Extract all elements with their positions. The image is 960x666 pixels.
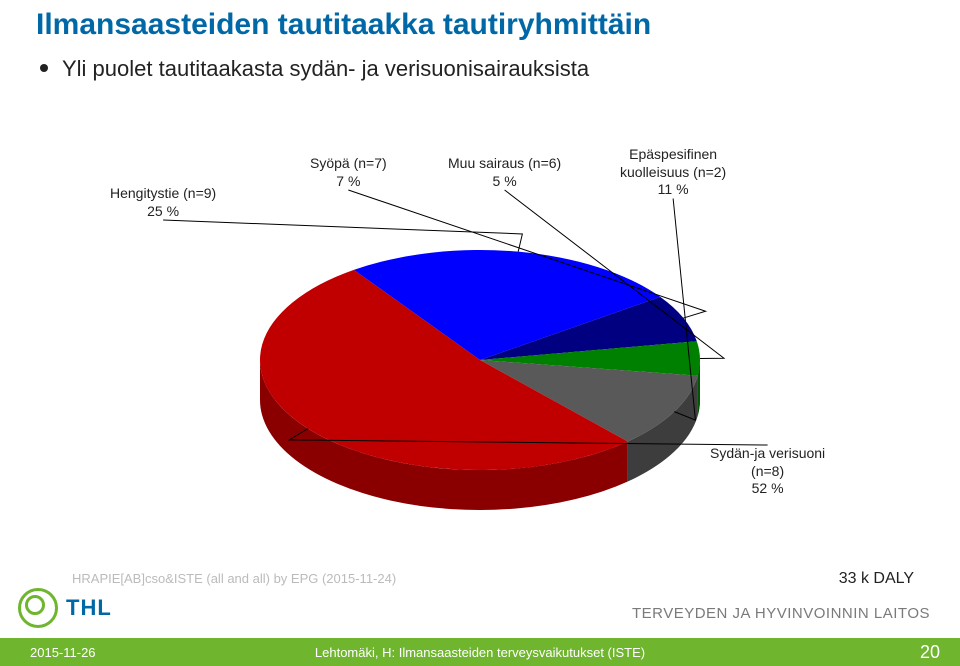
bullet-text: Yli puolet tautitaakasta sydän- ja veris…: [62, 56, 589, 81]
thl-logo-text: THL: [66, 595, 112, 621]
footer-bar: 2015-11-26 Lehtomäki, H: Ilmansaasteiden…: [0, 638, 960, 666]
daly-note: 33 k DALY: [839, 570, 914, 588]
pie-label-sydan: Sydän-ja verisuoni (n=8) 52 %: [710, 445, 825, 498]
pie-label-muu: Muu sairaus (n=6) 5 %: [448, 155, 561, 190]
footer-center: Lehtomäki, H: Ilmansaasteiden terveysvai…: [315, 645, 645, 660]
institution-text: TERVEYDEN JA HYVINVOINNIN LAITOS: [632, 605, 930, 622]
footer-date: 2015-11-26: [30, 645, 96, 660]
source-note: HRAPIE[AB]cso&ISTE (all and all) by EPG …: [72, 571, 396, 586]
pie-chart: Hengitystie (n=9) 25 % Syöpä (n=7) 7 % Muu…: [60, 120, 900, 560]
slide-title: Ilmansaasteiden tautitaakka tautiryhmitt…: [36, 8, 651, 42]
pie-label-hengitystie: Hengitystie (n=9) 25 %: [110, 185, 216, 220]
bullet-dot-icon: [40, 64, 48, 72]
slide: Ilmansaasteiden tautitaakka tautiryhmitt…: [0, 0, 960, 666]
bullet-line-1: Yli puolet tautitaakasta sydän- ja veris…: [40, 56, 589, 82]
footer-page: 20: [920, 642, 940, 663]
pie-label-epa: Epäspesifinen kuolleisuus (n=2) 11 %: [620, 146, 726, 199]
leader-hengitystie: [163, 220, 522, 252]
thl-logo-icon: [18, 588, 58, 628]
thl-logo: THL: [18, 588, 112, 628]
pie-label-syopa: Syöpä (n=7) 7 %: [310, 155, 387, 190]
